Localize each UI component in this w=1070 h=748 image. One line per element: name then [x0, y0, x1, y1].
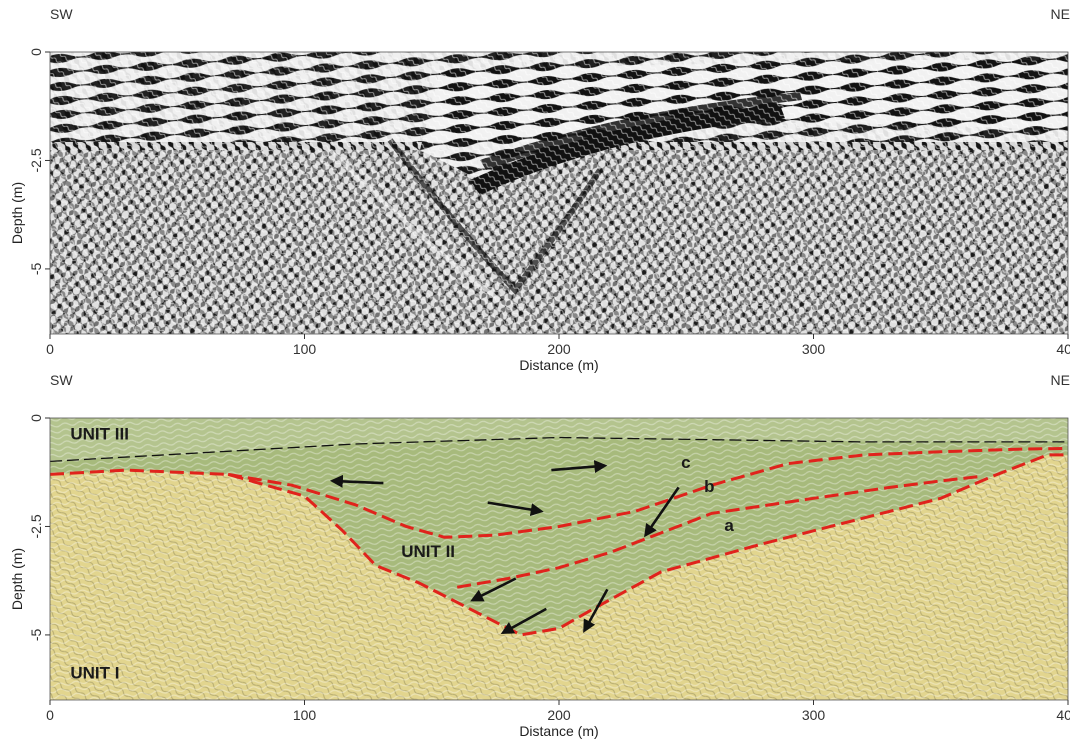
boundary-unit-iii-base	[50, 436, 1068, 463]
top-x-tick-label: 100	[293, 341, 317, 357]
reflector-b	[456, 475, 980, 589]
flow-arrow	[329, 474, 384, 488]
bottom-direction-ne: NE	[1051, 372, 1070, 388]
interpretation-light-waves	[50, 418, 1068, 700]
arrow-layer	[329, 460, 680, 635]
bottom-x-axis-label: Distance (m)	[519, 723, 598, 739]
flow-arrow	[487, 501, 544, 517]
boundary-layer	[50, 436, 1068, 463]
top-y-axis-label: Depth (m)	[9, 182, 25, 244]
top-axes: 0 100 200 300 400 0 -2.5 -5 Distance (m) Depth (m…	[9, 6, 1070, 373]
reflector-layer	[50, 446, 1068, 637]
bottom-direction-sw: SW	[50, 372, 73, 388]
bottom-y-axis-label: Depth (m)	[9, 548, 25, 610]
bottom-x-tick-label: 300	[802, 707, 826, 723]
top-x-tick-label: 300	[802, 341, 826, 357]
top-direction-sw: SW	[50, 6, 73, 22]
reflector-a	[50, 453, 1068, 637]
unit-label-unit-ii: UNIT II	[401, 542, 455, 561]
top-y-tick-label: -5	[28, 262, 44, 275]
top-x-tick-label: 0	[46, 341, 54, 357]
radargram-noise-overlay	[50, 52, 1068, 334]
top-y-tick-label: 0	[28, 48, 44, 56]
bottom-axes: 0 100 200 300 400 0 -2.5 -5 Distance (m) Depth (m…	[9, 372, 1070, 739]
reflector-label-a: a	[724, 516, 734, 535]
unit-label-unit-iii: UNIT III	[70, 425, 129, 444]
flow-arrow	[583, 588, 609, 633]
bottom-x-tick-label: 0	[46, 707, 54, 723]
unit-label-unit-i: UNIT I	[70, 663, 119, 682]
flow-arrow	[644, 486, 680, 538]
top-x-tick-label: 200	[547, 341, 571, 357]
bottom-labels: UNIT III UNIT II UNIT I cb a	[70, 425, 734, 683]
reflector-label-b: b	[704, 477, 714, 496]
flow-arrow	[470, 577, 517, 602]
top-direction-ne: NE	[1051, 6, 1070, 22]
bottom-x-tick-label: 200	[547, 707, 571, 723]
top-x-axis-label: Distance (m)	[519, 357, 598, 373]
bottom-x-tick-label: 100	[293, 707, 317, 723]
top-y-tick-label: -2.5	[28, 148, 44, 172]
reflector-c	[227, 446, 1068, 539]
flow-arrow	[500, 607, 547, 635]
top-x-tick-label: 400	[1056, 341, 1070, 357]
interpreted-radargram-panel: UNIT III UNIT II UNIT I cb a 0 100 200 300 400 0 -…	[9, 372, 1070, 739]
bottom-y-tick-label: 0	[28, 414, 44, 422]
flow-arrow	[551, 460, 608, 474]
bottom-y-tick-label: -2.5	[28, 514, 44, 538]
bottom-y-tick-label: -5	[28, 628, 44, 641]
bottom-x-tick-label: 400	[1056, 707, 1070, 723]
raw-radargram-panel: 0 100 200 300 400 0 -2.5 -5 Distance (m) Depth (m…	[9, 6, 1070, 373]
reflector-label-c: c	[681, 453, 690, 472]
